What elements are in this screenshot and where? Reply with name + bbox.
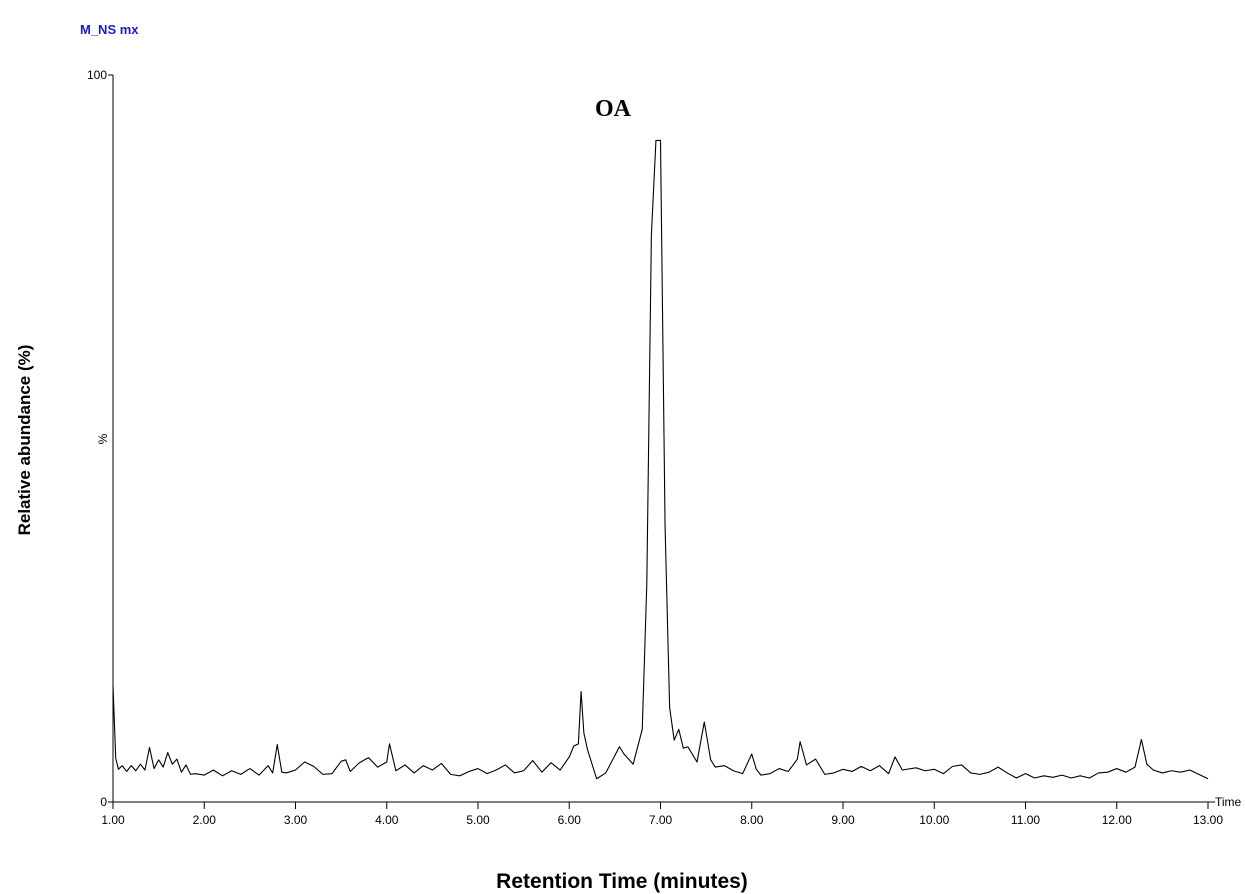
y-tick-label: 100 [87, 68, 107, 82]
x-unit-label: Time [1215, 795, 1242, 809]
x-tick-label: 4.00 [375, 813, 399, 827]
x-tick-label: 7.00 [649, 813, 673, 827]
x-tick-label: 13.00 [1193, 813, 1223, 827]
x-tick-label: 5.00 [466, 813, 490, 827]
x-tick-label: 8.00 [740, 813, 764, 827]
x-tick-label: 1.00 [101, 813, 125, 827]
x-tick-label: 9.00 [831, 813, 855, 827]
x-tick-label: 2.00 [193, 813, 217, 827]
trace-label: M_NS mx [80, 22, 139, 37]
x-axis-title: Retention Time (minutes) [496, 870, 748, 893]
trace-line [112, 139, 1209, 780]
y-unit-label: % [96, 433, 110, 444]
x-tick-label: 6.00 [558, 813, 582, 827]
peak-annotation: OA [595, 96, 632, 122]
x-tick-label: 12.00 [1102, 813, 1132, 827]
y-axis-title: Relative abundance (%) [15, 345, 34, 536]
x-tick-label: 10.00 [919, 813, 949, 827]
y-tick-label: 0 [100, 795, 107, 809]
x-tick-label: 11.00 [1011, 813, 1040, 827]
x-tick-label: 3.00 [284, 813, 308, 827]
